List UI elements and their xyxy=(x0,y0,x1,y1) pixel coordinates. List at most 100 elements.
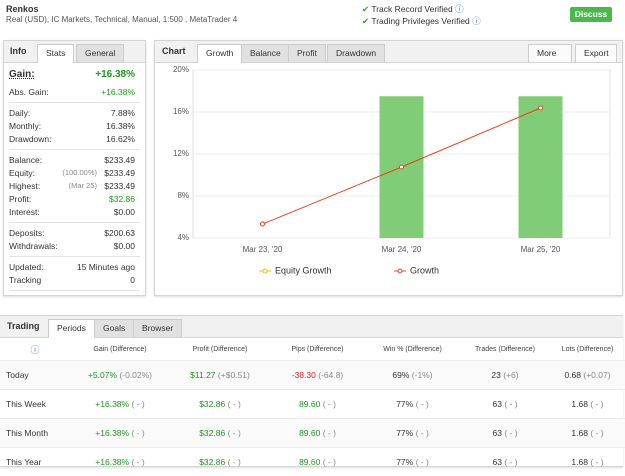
stat-value: $0.00 xyxy=(114,241,135,251)
y-tick-label: 4% xyxy=(177,233,189,242)
stat-value: +16.38% xyxy=(101,87,135,97)
cell: $32.86 ( - ) xyxy=(170,448,270,476)
column-header: Trades (Difference) xyxy=(460,338,550,361)
cell: +16.38% ( - ) xyxy=(70,419,170,448)
tab[interactable]: Goals xyxy=(94,319,134,337)
cell: $32.86 ( - ) xyxy=(170,390,270,419)
tab[interactable]: General xyxy=(76,44,124,62)
stat-label: Withdrawals: xyxy=(9,241,58,251)
cell-value: -38.30 xyxy=(292,370,316,380)
stat-label: Interest: xyxy=(9,207,40,217)
cell: +5.07% (-0.02%) xyxy=(70,361,170,390)
tab-bar: Info Stats General xyxy=(4,41,145,63)
tab[interactable]: Growth xyxy=(197,44,242,63)
cell: 89.60 ( - ) xyxy=(270,448,365,476)
panel-heading: Chart xyxy=(162,46,186,56)
column-header: Lots (Difference) xyxy=(550,338,625,361)
chart-panel: Chart Growth Balance Profit Drawdown Mor… xyxy=(154,40,623,296)
stat-label: Updated: xyxy=(9,262,44,272)
cell-diff: (+0.07) xyxy=(583,370,610,380)
cell: 63 ( - ) xyxy=(460,390,550,419)
y-tick-label: 12% xyxy=(173,149,189,158)
stat-label: Profit: xyxy=(9,194,31,204)
cell-value: 1.68 xyxy=(571,428,588,438)
tab[interactable]: Balance xyxy=(241,44,290,62)
export-button[interactable]: Export xyxy=(575,44,617,62)
cell: 69% (-1%) xyxy=(365,361,460,390)
cell-diff: ( - ) xyxy=(228,399,241,409)
stat-value: 7.88% xyxy=(111,108,135,118)
tab[interactable]: Stats xyxy=(37,44,74,63)
tab[interactable]: Drawdown xyxy=(327,44,385,62)
divider xyxy=(9,256,140,257)
stat-value: 0 xyxy=(130,275,135,285)
cell: 77% ( - ) xyxy=(365,390,460,419)
stat-label: Abs. Gain: xyxy=(9,87,49,97)
cell-diff: (-64.8) xyxy=(318,370,343,380)
tab[interactable]: Periods xyxy=(48,319,95,338)
cell-value: 0.68 xyxy=(564,370,581,380)
gain-value: +16.38% xyxy=(95,69,135,80)
stat-label: Daily: xyxy=(9,108,30,118)
cell-value: 63 xyxy=(492,399,501,409)
gain-label: Gain: xyxy=(9,69,35,80)
info-panel: Info Stats General Gain: +16.38% Abs. Ga… xyxy=(3,40,146,296)
tab[interactable]: Browser xyxy=(133,319,182,337)
divider xyxy=(9,290,140,291)
divider xyxy=(9,222,140,223)
cell: +16.38% ( - ) xyxy=(70,448,170,476)
y-tick-label: 8% xyxy=(177,191,189,200)
stat-label: Equity: xyxy=(9,168,35,178)
row-label: This Week xyxy=(0,390,70,419)
divider xyxy=(9,149,140,150)
badge-text: Trading Privileges Verified xyxy=(371,16,469,26)
account-title: Renkos xyxy=(6,4,39,14)
column-header: Win % (Difference) xyxy=(365,338,460,361)
stat-value: $233.49 xyxy=(104,181,135,191)
stat-value: $233.49 xyxy=(104,168,135,178)
point xyxy=(261,222,265,226)
cell-diff: ( - ) xyxy=(416,399,429,409)
x-tick-label: Mar 25, '20 xyxy=(521,245,561,254)
discuss-button[interactable]: Discuss xyxy=(570,7,612,22)
row-label: This Year xyxy=(0,448,70,476)
cell-diff: ( - ) xyxy=(323,399,336,409)
row-label: Today xyxy=(0,361,70,390)
page: Renkos Real (USD), IC Markets, Technical… xyxy=(0,0,625,466)
cell: 0.68 (+0.07) xyxy=(550,361,625,390)
cell-diff: ( - ) xyxy=(131,428,144,438)
stat-value: 15 Minutes ago xyxy=(77,262,135,272)
cell-value: 63 xyxy=(492,428,501,438)
cell-diff: (+$0.51) xyxy=(218,370,250,380)
cell: -38.30 (-64.8) xyxy=(270,361,365,390)
point xyxy=(539,106,543,110)
table-row: This Year+16.38% ( - )$32.86 ( - )89.60 … xyxy=(0,448,625,476)
tab[interactable]: Profit xyxy=(288,44,326,62)
stat-value: 16.62% xyxy=(106,134,135,144)
cell-diff: ( - ) xyxy=(228,428,241,438)
cell: 63 ( - ) xyxy=(460,448,550,476)
more-button[interactable]: More xyxy=(528,44,572,62)
cell-diff: ( - ) xyxy=(131,399,144,409)
cell: 1.68 ( - ) xyxy=(550,419,625,448)
badge: ✔ Track Record Verified ⓘ xyxy=(362,3,464,15)
cell-value: $32.86 xyxy=(199,399,225,409)
badge-text: Track Record Verified xyxy=(371,4,452,14)
cell-diff: (-1%) xyxy=(412,370,433,380)
cell-value: 69% xyxy=(392,370,409,380)
cell-diff: (+6) xyxy=(503,370,518,380)
stat-label: Balance: xyxy=(9,155,42,165)
stat-value: $32.86 xyxy=(109,194,135,204)
x-tick-label: Mar 24, '20 xyxy=(382,245,422,254)
bar xyxy=(519,96,563,238)
stat-value: $233.49 xyxy=(104,155,135,165)
legend-marker xyxy=(398,269,402,273)
badge: ✔ Trading Privileges Verified ⓘ xyxy=(362,15,481,27)
panel-heading: Info xyxy=(10,46,27,56)
stat-label: Drawdown: xyxy=(9,134,52,144)
stat-label: Deposits: xyxy=(9,228,44,238)
y-tick-label: 16% xyxy=(173,107,189,116)
cell-diff: (-0.02%) xyxy=(119,370,152,380)
cell: 89.60 ( - ) xyxy=(270,419,365,448)
